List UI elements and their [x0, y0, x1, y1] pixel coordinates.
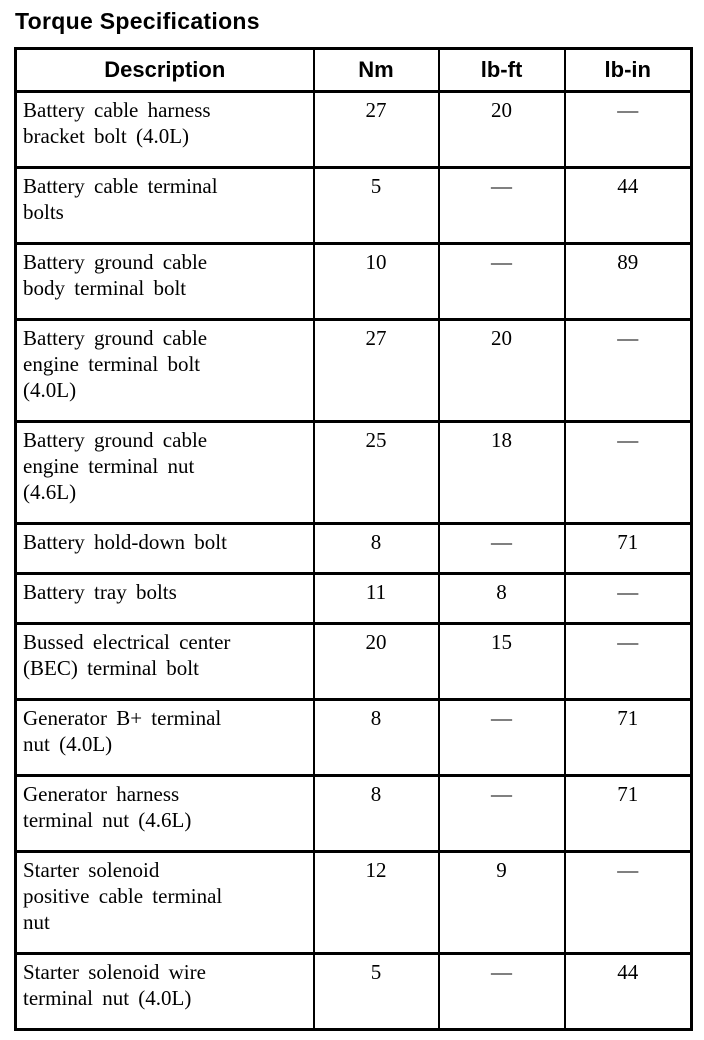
nm-cell: 10	[312, 242, 440, 321]
lb-ft-cell: —	[437, 698, 566, 777]
lb-ft-cell: 8	[437, 572, 566, 625]
nm-cell: 5	[312, 952, 440, 1031]
page-title: Torque Specifications	[15, 8, 260, 34]
description-cell: Battery hold-down bolt	[14, 522, 315, 575]
description-cell: Starter solenoid positive cable terminal…	[14, 850, 315, 955]
nm-cell: 12	[312, 850, 440, 955]
description-cell: Bussed electrical center (BEC) terminal …	[14, 622, 315, 701]
table-row: Battery ground cable body terminal bolt …	[14, 242, 693, 321]
description-cell: Battery ground cable body terminal bolt	[14, 242, 315, 321]
nm-cell: 20	[312, 622, 440, 701]
description-cell: Battery tray bolts	[14, 572, 315, 625]
lb-in-cell: 71	[563, 698, 693, 777]
description-cell: Battery cable harness bracket bolt (4.0L…	[14, 90, 315, 169]
lb-in-cell: 71	[563, 774, 693, 853]
lb-ft-cell: 20	[437, 318, 566, 423]
description-cell: Battery cable terminal bolts	[14, 166, 315, 245]
column-header-lb-in: lb-in	[563, 47, 693, 93]
lb-in-cell: —	[563, 90, 693, 169]
table-row: Starter solenoid positive cable terminal…	[14, 850, 693, 955]
column-header-nm: Nm	[312, 47, 440, 93]
table-row: Battery tray bolts 11 8 —	[14, 572, 693, 625]
lb-in-cell: 71	[563, 522, 693, 575]
lb-ft-cell: —	[437, 166, 566, 245]
table-row: Battery ground cable engine terminal nut…	[14, 420, 693, 525]
column-header-description: Description	[14, 47, 315, 93]
table-row: Battery hold-down bolt 8 — 71	[14, 522, 693, 575]
nm-cell: 27	[312, 90, 440, 169]
nm-cell: 11	[312, 572, 440, 625]
torque-spec-table: Description Nm lb-ft lb-in Battery cable…	[14, 47, 693, 1031]
lb-in-cell: —	[563, 318, 693, 423]
table-row: Generator B+ terminal nut (4.0L) 8 — 71	[14, 698, 693, 777]
table-row: Bussed electrical center (BEC) terminal …	[14, 622, 693, 701]
lb-ft-cell: —	[437, 774, 566, 853]
table-row: Generator harness terminal nut (4.6L) 8 …	[14, 774, 693, 853]
lb-ft-cell: 20	[437, 90, 566, 169]
lb-in-cell: —	[563, 572, 693, 625]
lb-ft-cell: —	[437, 522, 566, 575]
lb-in-cell: 44	[563, 166, 693, 245]
lb-ft-cell: 18	[437, 420, 566, 525]
description-cell: Starter solenoid wire terminal nut (4.0L…	[14, 952, 315, 1031]
lb-ft-cell: 15	[437, 622, 566, 701]
lb-in-cell: —	[563, 420, 693, 525]
nm-cell: 5	[312, 166, 440, 245]
description-cell: Generator harness terminal nut (4.6L)	[14, 774, 315, 853]
nm-cell: 25	[312, 420, 440, 525]
lb-in-cell: —	[563, 622, 693, 701]
lb-in-cell: —	[563, 850, 693, 955]
nm-cell: 27	[312, 318, 440, 423]
column-header-lb-ft: lb-ft	[437, 47, 566, 93]
lb-in-cell: 89	[563, 242, 693, 321]
description-cell: Generator B+ terminal nut (4.0L)	[14, 698, 315, 777]
table-header-row: Description Nm lb-ft lb-in	[14, 47, 693, 93]
nm-cell: 8	[312, 698, 440, 777]
nm-cell: 8	[312, 522, 440, 575]
table-row: Battery ground cable engine terminal bol…	[14, 318, 693, 423]
description-cell: Battery ground cable engine terminal nut…	[14, 420, 315, 525]
table-row: Starter solenoid wire terminal nut (4.0L…	[14, 952, 693, 1031]
table-row: Battery cable harness bracket bolt (4.0L…	[14, 90, 693, 169]
description-cell: Battery ground cable engine terminal bol…	[14, 318, 315, 423]
nm-cell: 8	[312, 774, 440, 853]
lb-ft-cell: —	[437, 242, 566, 321]
lb-ft-cell: —	[437, 952, 566, 1031]
table-row: Battery cable terminal bolts 5 — 44	[14, 166, 693, 245]
lb-in-cell: 44	[563, 952, 693, 1031]
lb-ft-cell: 9	[437, 850, 566, 955]
